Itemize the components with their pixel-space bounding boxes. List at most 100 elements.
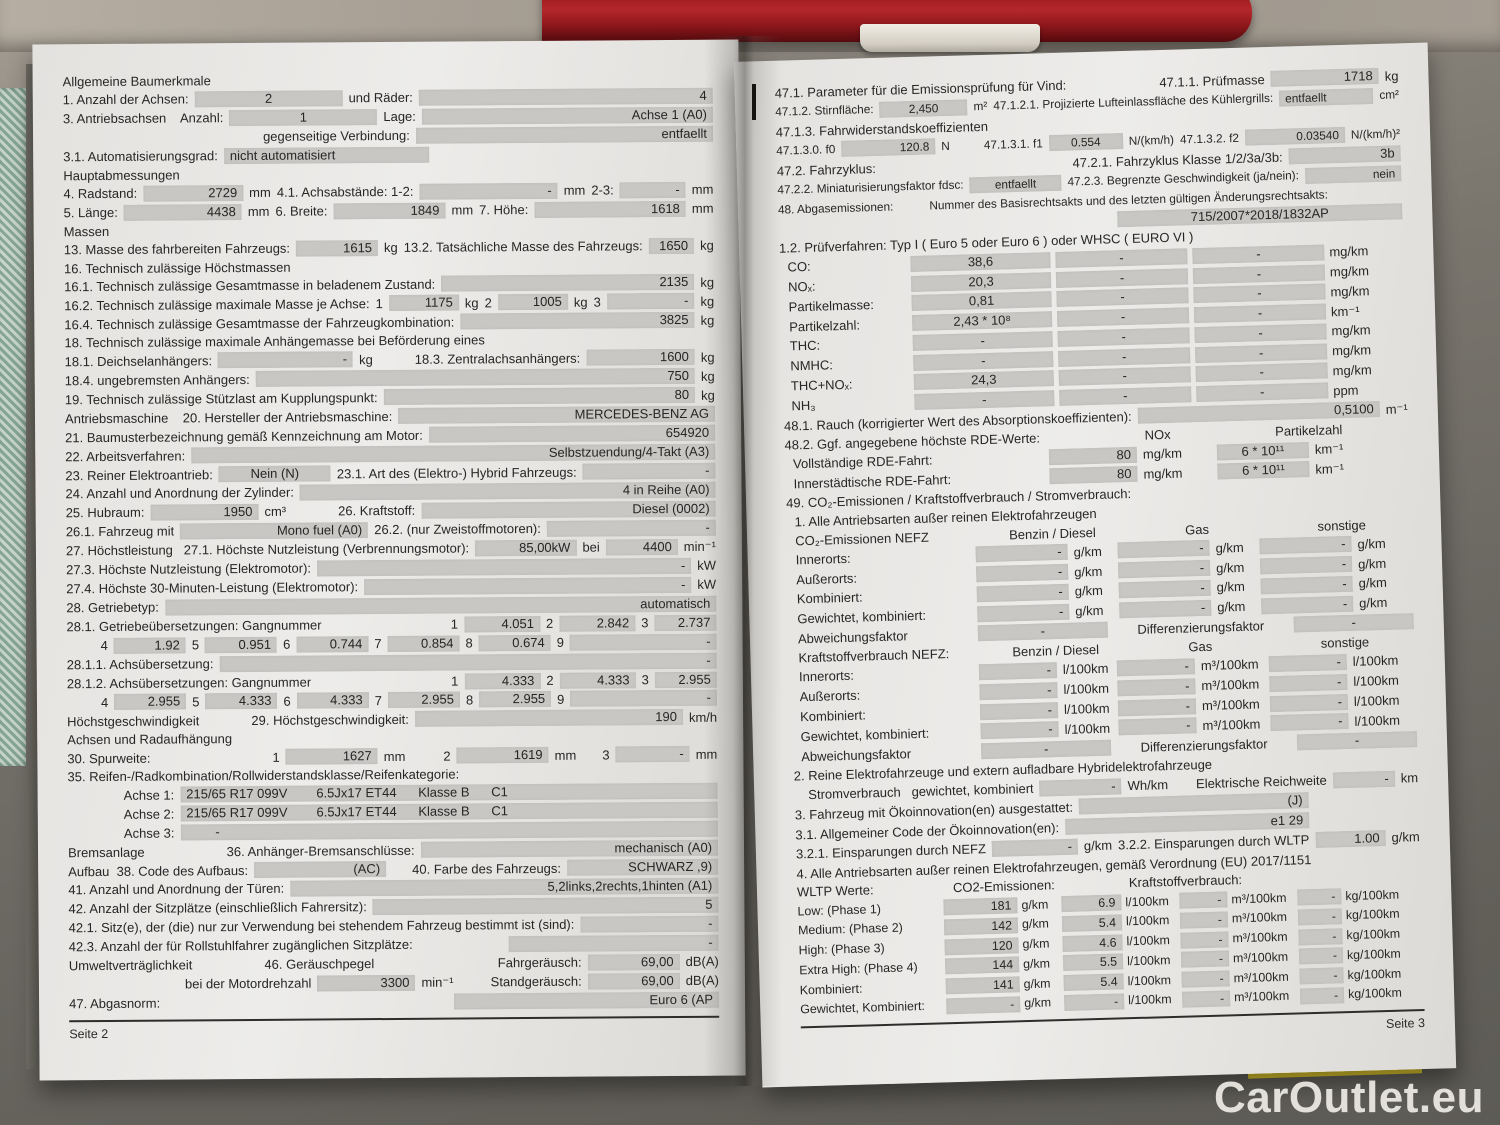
form-row: 18.4. ungebremsten Anhängers: 750 kg <box>65 368 715 389</box>
form-row: 41. Anzahl und Anordnung der Türen: 5,2li… <box>68 877 719 899</box>
field-label: Differenzierungsfaktor <box>1137 618 1265 637</box>
field-label: gegenseitige Verbindung: <box>262 128 410 145</box>
form-row: Achse 2: 215/65 R17 099V 6.5Jx17 ET44 Kla… <box>68 801 718 823</box>
field-label: 28.1.1. Achsübersetzung: <box>66 656 214 673</box>
field-label: Antriebsmaschine 20. Hersteller der Antr… <box>64 408 393 426</box>
unit-label: l/100km <box>1063 700 1110 717</box>
unit-label: g/km <box>1073 563 1103 580</box>
unit-label: kg <box>573 294 588 310</box>
field-label: 35. Reifen-/Radkombination/Rollwiderstan… <box>67 766 460 785</box>
field-value: 80 <box>1049 466 1138 485</box>
field-value: - <box>1179 911 1229 929</box>
form-row: 42.1. Sitz(e), der (die) nur zur Verwend… <box>69 915 719 937</box>
field-label: 18.3. Zentralachsanhängers: <box>414 350 581 367</box>
field-value: 2.955 <box>479 691 552 708</box>
field-label: CO₂-Emissionen NEFZ <box>794 529 929 548</box>
unit-label: mg/km <box>1332 362 1372 379</box>
field-value: 0.554 <box>1048 133 1123 152</box>
form-row: Bremsanlage 36. Anhänger-Bremsanschlüsse:… <box>68 839 719 861</box>
field-label: 7 <box>374 636 382 652</box>
field-label: bei <box>582 539 600 555</box>
field-label: 47.1.3.2. f2 <box>1179 130 1240 147</box>
unit-label: min⁻¹ <box>421 974 454 991</box>
field-value: 2,43 * 10⁸ <box>911 311 1053 332</box>
field-value: 2 <box>194 90 343 108</box>
field-value: 1.00 <box>1315 829 1386 848</box>
spacer <box>435 153 713 155</box>
security-pattern-page-edge <box>0 88 30 766</box>
field-label: Achsen und Radaufhängung <box>67 731 233 748</box>
field-value: entfaellt <box>969 174 1062 194</box>
field-value: - <box>977 603 1070 622</box>
form-row: 28.1.2. Achsübersetzungen: Gangnummer 1 4.… <box>67 671 717 692</box>
field-label: NH₃ <box>791 397 816 414</box>
field-label: Gas <box>1184 521 1210 538</box>
field-value: Euro 6 (AP <box>454 991 720 1010</box>
page-footer-left: Seite 2 <box>69 1015 720 1067</box>
field-label: 3.2.2. Einsparungen durch WLTP <box>1117 832 1310 853</box>
unit-label: g/km <box>1024 995 1052 1011</box>
field-value: - <box>1193 303 1327 324</box>
unit-label: m³/100km <box>1231 910 1288 926</box>
field-value: 1618 <box>534 200 686 218</box>
unit-label: m³/100km <box>1233 969 1289 986</box>
field-label: 9 <box>557 691 565 707</box>
form-rows-left: Allgemeine Baumerkmale 1. Anzahl der Achs… <box>63 70 720 1013</box>
field-value: nicht automatisiert <box>223 146 429 164</box>
field-value: - <box>364 576 692 595</box>
unit-label: kg/100km <box>1346 926 1401 943</box>
field-label: Achse 2: <box>123 806 175 822</box>
field-label: Kraftstoffverbrauch NEFZ: <box>798 646 950 666</box>
form-row: 1. Anzahl der Achsen: 2 und Räder: 4 <box>63 87 713 109</box>
field-value: automatisch <box>164 595 717 616</box>
ink-mark <box>752 84 756 120</box>
field-value: 0,81 <box>911 291 1052 312</box>
field-value: 1.92 <box>113 637 186 654</box>
field-value: Achse 1 (A0) <box>421 106 713 125</box>
field-value: 1005 <box>497 294 568 311</box>
field-value: - <box>419 182 558 200</box>
form-row: 28. Getriebetyp: automatisch <box>66 595 717 616</box>
field-value: 80 <box>1048 446 1138 465</box>
field-value: 20,3 <box>910 271 1052 292</box>
field-label: 2 <box>484 295 492 311</box>
field-value: 38,6 <box>910 252 1051 272</box>
field-label: 3.1. Automatisierungsgrad: <box>63 148 218 165</box>
field-label: Partikelmasse: <box>788 296 875 315</box>
field-value: - <box>1181 990 1231 1008</box>
unit-label: mg/km <box>1331 342 1372 359</box>
spacer <box>956 145 978 146</box>
field-label: NMHC: <box>790 357 834 374</box>
unit-label: g/km <box>1073 543 1102 560</box>
unit-label: km⁻¹ <box>1314 441 1344 457</box>
unit-label: kg <box>700 237 714 253</box>
field-label: 24. Anzahl und Anordnung der Zylinder: <box>65 485 294 502</box>
field-value: 4400 <box>605 538 678 556</box>
field-value: 1619 <box>456 747 549 764</box>
field-label: 2-3: <box>591 182 614 198</box>
unit-label: kg <box>464 295 479 311</box>
field-label: Kombiniert: <box>796 589 863 607</box>
field-label: Differenzierungsfaktor <box>1140 735 1268 755</box>
unit-label: g/km <box>1074 583 1104 599</box>
form-row: 27.4. Höchste 30-Minuten-Leistung (Elekt… <box>66 576 716 597</box>
field-label: 28. Getriebetyp: <box>66 599 159 616</box>
field-label: 47.1.3.0. f0 <box>776 141 836 158</box>
field-value: 4.6 <box>1062 934 1123 952</box>
field-label: 19. Technisch zulässige Stützlast am Kup… <box>64 389 378 407</box>
spacer <box>1072 82 1153 84</box>
unit-label: kg <box>700 312 715 328</box>
field-value: 5.4 <box>1063 973 1124 992</box>
unit-label: l/100km <box>1127 972 1172 988</box>
unit-label: l/100km <box>1352 653 1399 670</box>
unit-label: mg/km <box>1142 445 1183 462</box>
field-value: 215/65 R17 099V 6.5Jx17 ET44 Klasse B C1 <box>180 782 718 803</box>
field-label: und Räder: <box>348 90 413 106</box>
field-value: 24,3 <box>913 370 1055 391</box>
form-row: 4 2.955 5 4.333 6 4.333 7 2.955 8 2.955 9- <box>67 690 718 711</box>
form-row: Antriebsmaschine 20. Hersteller der Antr… <box>64 405 716 427</box>
field-label: 4 <box>100 694 109 710</box>
form-row: 27.3. Höchste Nutzleistung (Elektromotor… <box>66 557 716 578</box>
field-value: SCHWARZ ,9) <box>566 858 719 876</box>
document-page-left: Allgemeine Baumerkmale 1. Anzahl der Achs… <box>32 39 746 1081</box>
